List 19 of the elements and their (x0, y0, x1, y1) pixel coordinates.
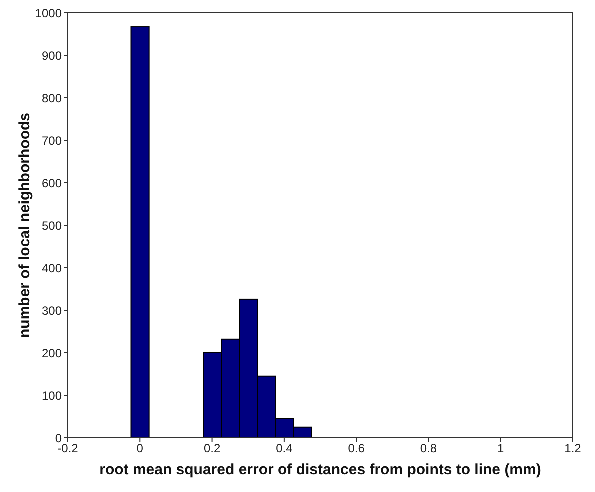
y-tick-label: 600 (42, 176, 62, 190)
y-tick-label: 100 (42, 388, 62, 403)
y-tick-label: 900 (42, 48, 62, 63)
y-tick-label: 300 (42, 304, 62, 318)
x-tick-label: 0.8 (420, 442, 438, 456)
x-tick-label: 1.2 (564, 442, 582, 456)
x-tick-label: 0.6 (348, 442, 366, 456)
y-tick-label: 400 (42, 261, 62, 276)
x-tick-label: 0.2 (204, 442, 221, 456)
x-tick-label: 1 (498, 442, 505, 456)
y-tick-label: 200 (42, 346, 62, 360)
x-tick-label: 0.4 (276, 442, 294, 456)
x-tick-label: 0 (136, 442, 144, 456)
y-tick-label: 1000 (35, 6, 62, 20)
y-tick-label: 500 (42, 218, 62, 233)
x-axis-title: root mean squared error of distances from points to line (mm) (100, 462, 542, 479)
y-tick-label: 700 (42, 134, 62, 148)
y-tick-label: 800 (42, 91, 62, 106)
y-axis-title: number of local neighborhoods (16, 113, 34, 338)
